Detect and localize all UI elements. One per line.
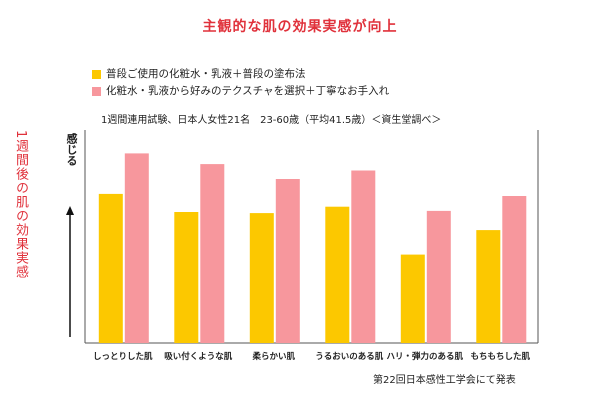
x-tick-label: しっとりした肌	[93, 351, 153, 362]
x-tick-label: うるおいのある肌	[315, 352, 384, 362]
legend-label-series-1: 普段ご使用の化粧水・乳液＋普段の塗布法	[106, 68, 306, 80]
x-tick-label: 柔らかい肌	[252, 351, 296, 362]
bar-yellow-3	[249, 213, 274, 343]
bar-pink-1	[124, 153, 149, 343]
legend-swatch-yellow	[92, 70, 101, 79]
legend-swatch-pink	[92, 87, 101, 96]
x-tick-label: ハリ・弾力のある肌	[387, 351, 464, 362]
bar-yellow-6	[476, 230, 501, 343]
bar-pink-6	[502, 196, 527, 343]
legend: 普段ご使用の化粧水・乳液＋普段の塗布法 化粧水・乳液から好みのテクスチャを選択＋…	[92, 66, 389, 100]
bar-yellow-2	[174, 212, 199, 343]
bar-yellow-4	[325, 206, 350, 343]
chart-frame	[84, 130, 539, 344]
legend-label-series-2: 化粧水・乳液から好みのテクスチャを選択＋丁寧なお手入れ	[106, 85, 390, 97]
x-tick-labels: しっとりした肌 吸い付くような肌 柔らかい肌 うるおいのある肌 ハリ・弾力のある肌 もちも…	[93, 351, 531, 362]
bar-pink-5	[426, 210, 451, 343]
chart-title: 主観的な肌の効果実感が向上	[202, 19, 398, 35]
y-arrow-icon	[66, 206, 74, 337]
legend-item-series-2: 化粧水・乳液から好みのテクスチャを選択＋丁寧なお手入れ	[92, 83, 389, 100]
legend-item-series-1: 普段ご使用の化粧水・乳液＋普段の塗布法	[92, 66, 389, 83]
bar-pink-2	[200, 164, 225, 343]
test-conditions-note: 1週間連用試験、日本人女性21名 23-60歳（平均41.5歳）＜資生堂調べ＞	[101, 115, 442, 126]
bar-pink-4	[351, 170, 376, 343]
source-note: 第22回日本感性工学会にて発表	[373, 375, 516, 386]
bars	[98, 153, 527, 343]
x-tick-label: もちもちした肌	[471, 351, 531, 362]
y-arrow-head	[66, 206, 74, 215]
x-tick-label: 吸い付くような肌	[164, 351, 233, 362]
side-axis-title: 1週間後の肌の効果実感	[13, 130, 28, 280]
bar-pink-3	[275, 179, 300, 343]
bar-yellow-5	[400, 254, 425, 343]
y-axis-label: 感じる	[65, 133, 78, 166]
bar-yellow-1	[98, 193, 123, 343]
